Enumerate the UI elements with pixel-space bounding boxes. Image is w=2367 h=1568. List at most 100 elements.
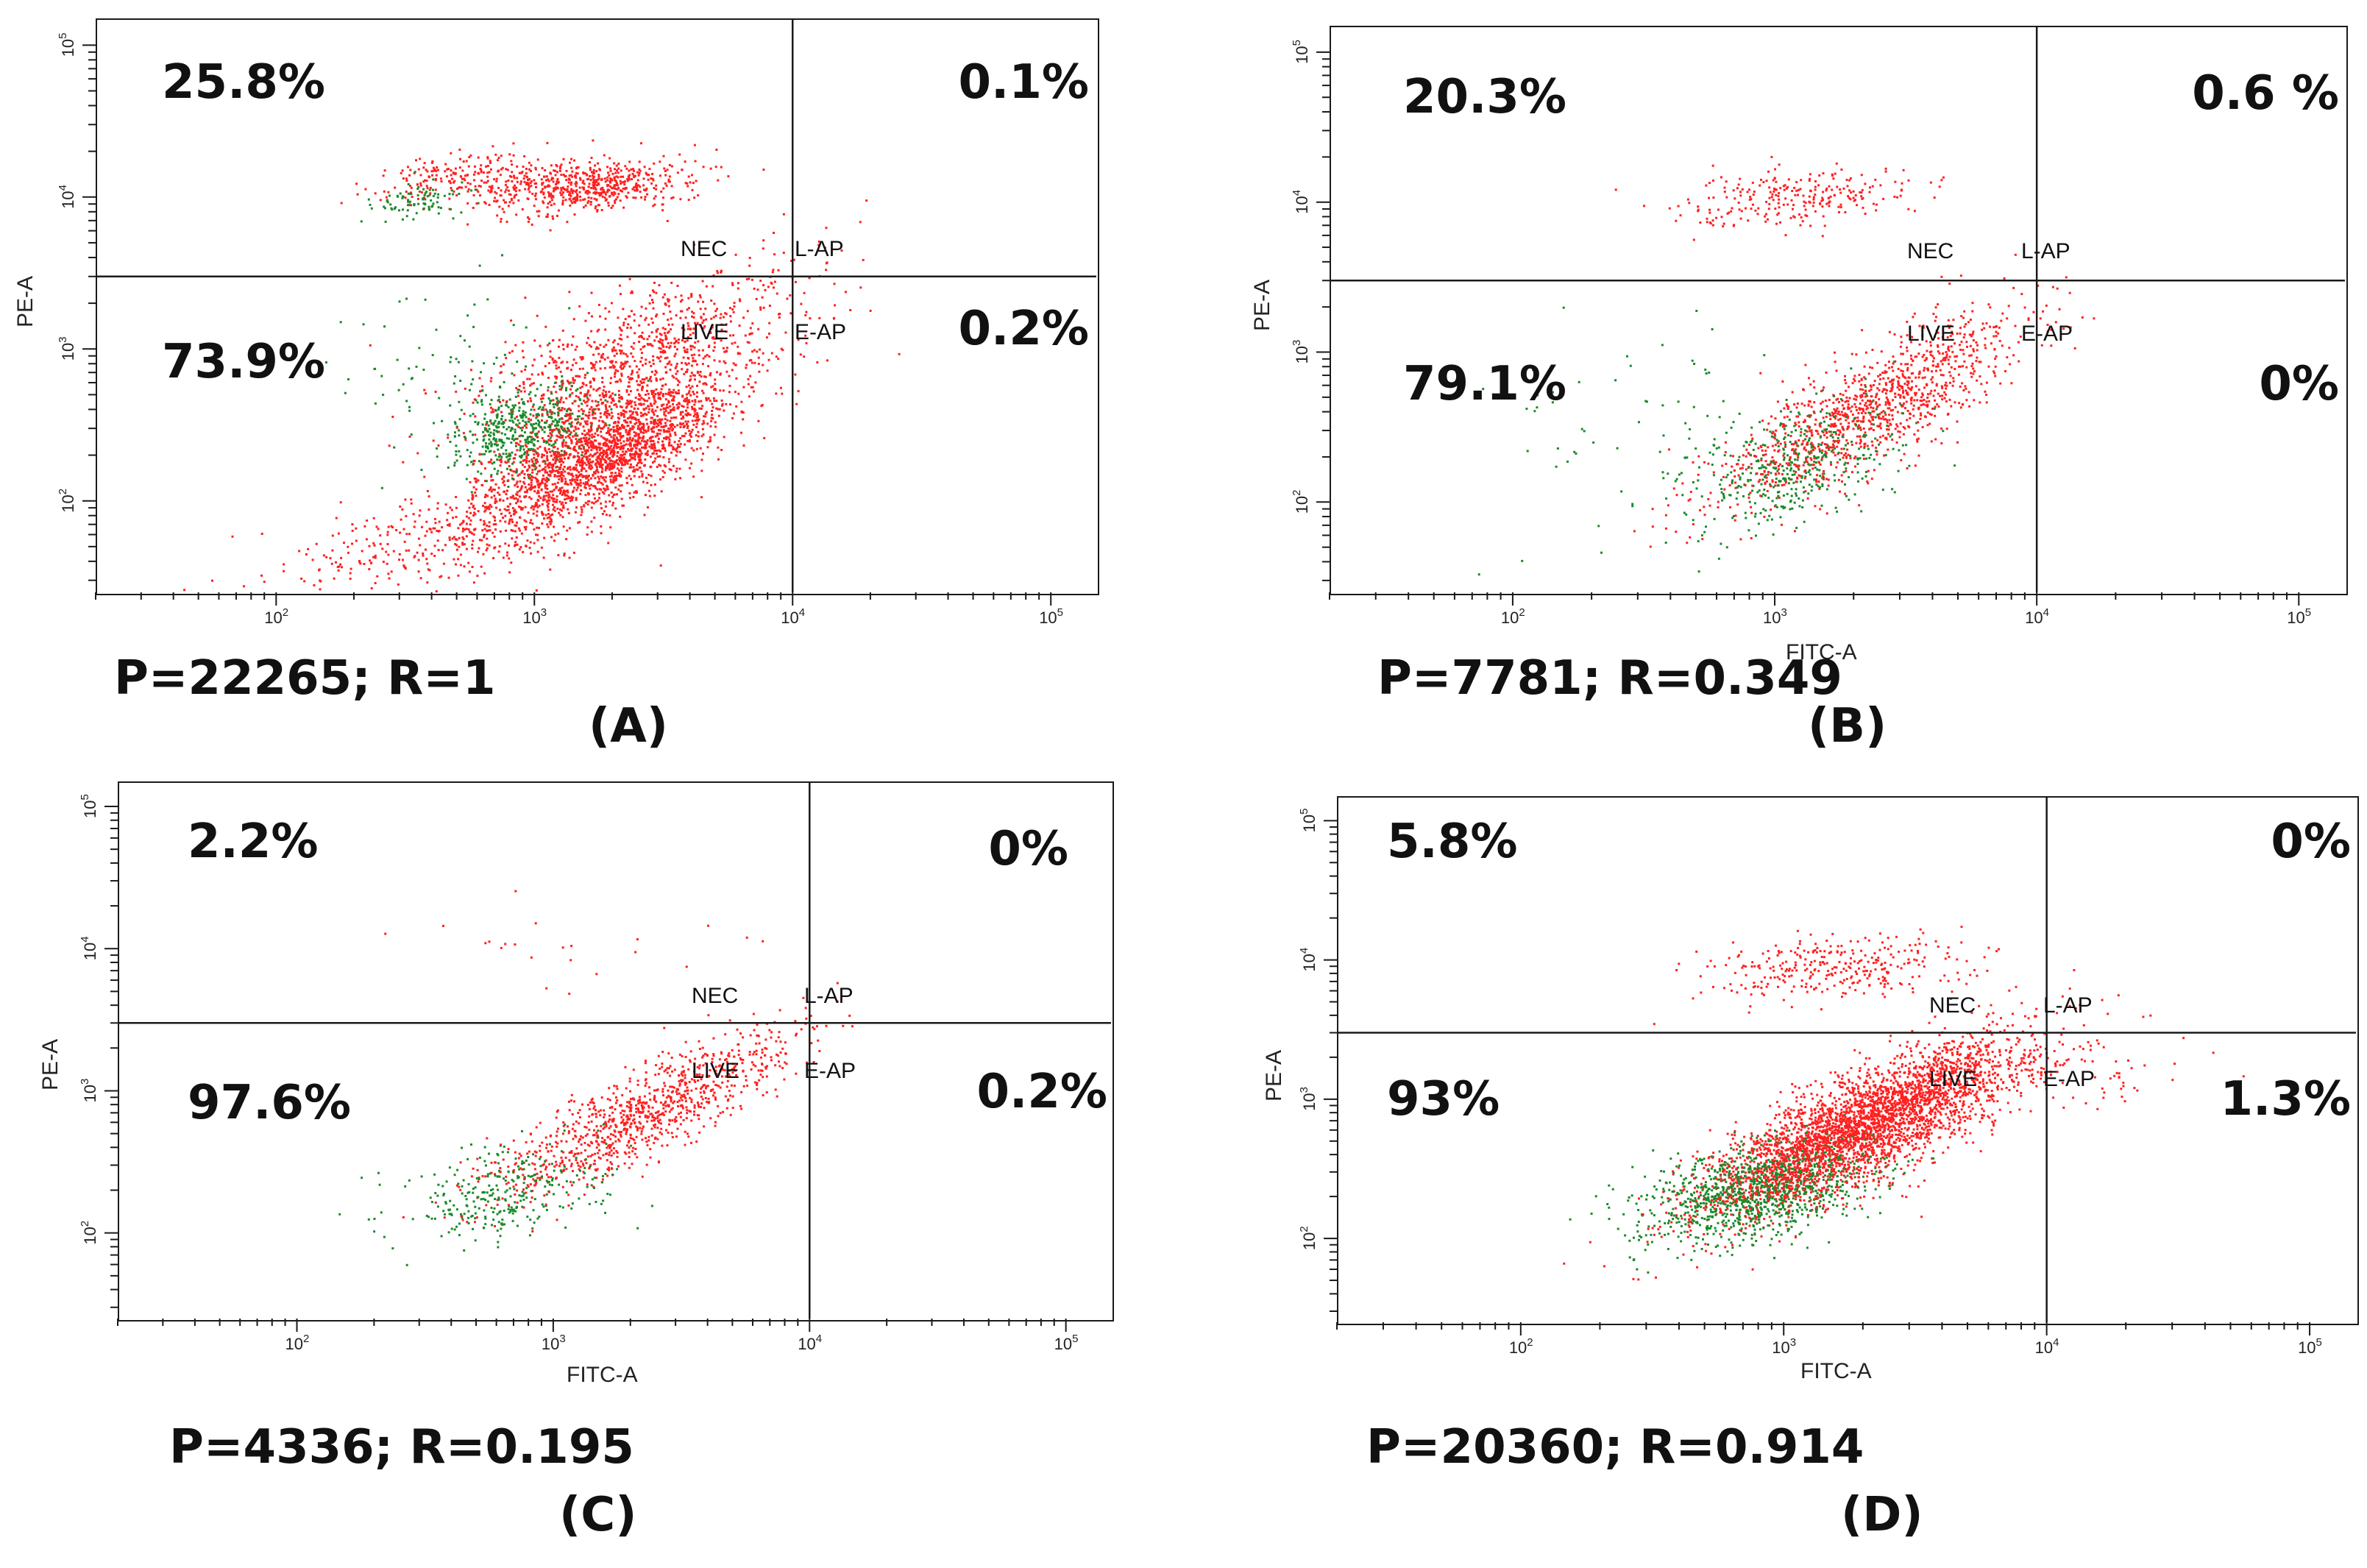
- scatter-point: [642, 480, 645, 483]
- scatter-point: [628, 315, 630, 318]
- scatter-point: [450, 508, 453, 511]
- scatter-point: [1930, 440, 1933, 443]
- scatter-point: [660, 388, 663, 391]
- scatter-point: [550, 391, 553, 394]
- scatter-point: [750, 358, 753, 361]
- scatter-point: [632, 411, 635, 414]
- scatter-point: [409, 168, 412, 171]
- scatter-point: [578, 405, 581, 408]
- scatter-point: [673, 406, 675, 409]
- scatter-point: [425, 530, 428, 533]
- scatter-point: [494, 528, 497, 531]
- scatter-point: [565, 538, 568, 541]
- scatter-point: [494, 425, 497, 428]
- scatter-point: [593, 341, 596, 344]
- scatter-point: [416, 197, 419, 200]
- scatter-point: [523, 472, 526, 475]
- scatter-point: [581, 357, 584, 360]
- scatter-point: [775, 355, 778, 358]
- scatter-point: [656, 425, 658, 428]
- scatter-point: [644, 319, 647, 322]
- scatter-point: [577, 521, 580, 524]
- scatter-point: [537, 423, 540, 426]
- scatter-point: [553, 412, 556, 415]
- scatter-point: [498, 205, 501, 208]
- scatter-point: [492, 515, 495, 518]
- scatter-point: [640, 431, 643, 433]
- scatter-point: [615, 175, 618, 178]
- scatter-point: [594, 416, 597, 419]
- scatter-point: [664, 465, 667, 468]
- scatter-point: [583, 450, 586, 453]
- scatter-point: [550, 471, 553, 474]
- scatter-point: [601, 491, 604, 494]
- scatter-point: [1935, 316, 1937, 319]
- scatter-point: [618, 349, 621, 352]
- scatter-point: [595, 405, 598, 407]
- scatter-point: [597, 347, 600, 350]
- scatter-point: [560, 380, 563, 383]
- scatter-point: [653, 452, 655, 455]
- scatter-point: [519, 449, 522, 452]
- scatter-point: [608, 431, 610, 434]
- scatter-point: [486, 180, 489, 182]
- scatter-point: [433, 527, 436, 530]
- scatter-point: [1928, 422, 1931, 425]
- scatter-point: [617, 343, 620, 346]
- scatter-point: [524, 411, 527, 414]
- scatter-point: [608, 391, 611, 393]
- scatter-point: [501, 207, 504, 210]
- scatter-point: [432, 202, 435, 205]
- scatter-point: [466, 202, 469, 205]
- scatter-point: [592, 411, 595, 414]
- scatter-point: [500, 371, 503, 374]
- scatter-point: [692, 415, 695, 418]
- scatter-point: [576, 479, 579, 481]
- scatter-point: [579, 481, 582, 484]
- scatter-point: [523, 414, 526, 416]
- scatter-point: [532, 462, 535, 465]
- scatter-point: [562, 490, 565, 493]
- scatter-point: [668, 468, 671, 471]
- scatter-point: [604, 328, 607, 331]
- scatter-point: [588, 463, 591, 466]
- scatter-point: [535, 467, 538, 469]
- scatter-point: [534, 459, 537, 462]
- scatter-point: [519, 444, 522, 447]
- scatter-point: [303, 580, 306, 583]
- scatter-point: [433, 168, 436, 171]
- scatter-point: [631, 400, 634, 403]
- scatter-point: [370, 207, 373, 210]
- scatter-point: [536, 210, 539, 213]
- scatter-point: [393, 207, 396, 210]
- scatter-point: [611, 448, 614, 451]
- scatter-point: [620, 175, 622, 178]
- scatter-point: [492, 432, 495, 435]
- scatter-point: [475, 480, 478, 483]
- scatter-point: [513, 512, 516, 515]
- scatter-point: [489, 529, 492, 532]
- scatter-point: [546, 459, 549, 462]
- scatter-point: [695, 180, 698, 182]
- scatter-point: [519, 414, 522, 417]
- scatter-point: [620, 352, 622, 355]
- scatter-point: [544, 365, 547, 368]
- scatter-point: [468, 531, 471, 533]
- scatter-point: [591, 363, 594, 366]
- scatter-point: [480, 164, 483, 167]
- scatter-point: [597, 425, 600, 428]
- scatter-point: [695, 413, 698, 416]
- scatter-point: [636, 428, 639, 430]
- scatter-point: [572, 318, 575, 321]
- scatter-point: [700, 316, 703, 319]
- scatter-point: [512, 421, 515, 424]
- scatter-point: [594, 485, 597, 488]
- scatter-point: [669, 435, 672, 437]
- scatter-point: [538, 174, 541, 177]
- scatter-point: [592, 177, 595, 180]
- scatter-point: [440, 575, 443, 578]
- scatter-point: [656, 441, 659, 444]
- scatter-point: [650, 370, 653, 373]
- scatter-point: [576, 194, 579, 197]
- scatter-point: [467, 165, 470, 168]
